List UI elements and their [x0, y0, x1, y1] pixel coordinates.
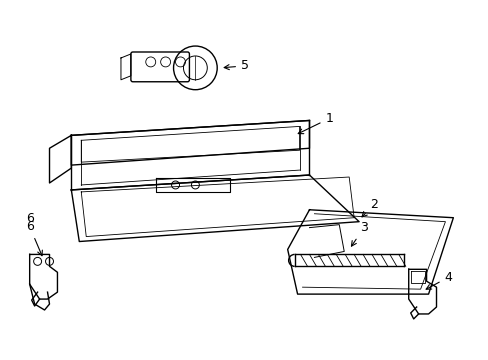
Text: 1: 1	[298, 112, 333, 134]
Text: 6: 6	[26, 220, 42, 256]
Text: 4: 4	[425, 271, 451, 289]
Text: 6: 6	[26, 212, 34, 225]
Text: 5: 5	[224, 59, 248, 72]
Text: 2: 2	[361, 198, 377, 217]
Text: 3: 3	[351, 221, 367, 246]
